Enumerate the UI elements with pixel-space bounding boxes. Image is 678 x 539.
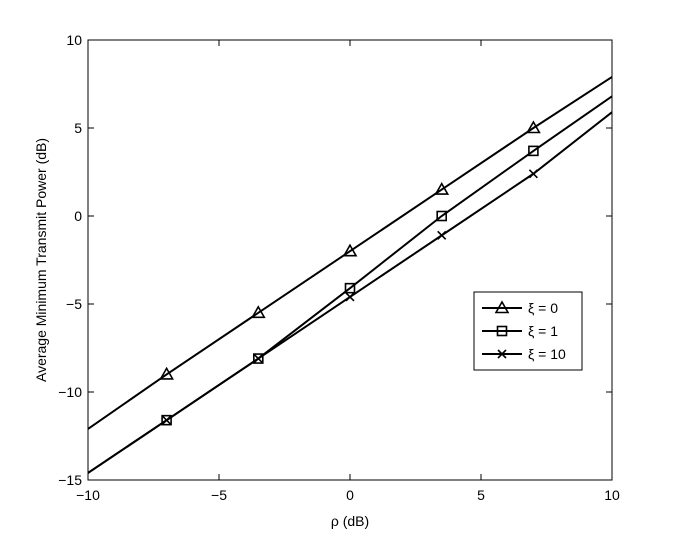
data-point-square-marker: [436, 210, 448, 222]
data-point-triangle-marker: [159, 366, 174, 380]
legend-label: ξ = 0: [528, 300, 558, 316]
legend-label: ξ = 1: [528, 323, 558, 339]
y-tick-label: 5: [74, 120, 82, 136]
data-point-triangle-marker: [250, 305, 266, 319]
plot-area: [88, 40, 612, 480]
legend: ξ = 0 ξ = 1 ξ = 10: [473, 291, 583, 371]
data-point-triangle-marker: [526, 120, 541, 134]
x-tick-label: 10: [604, 487, 620, 503]
y-tick-label: 10: [66, 32, 82, 48]
data-point-triangle-marker: [342, 243, 358, 257]
legend-item: ξ = 0: [482, 300, 558, 316]
legend-square-marker: [496, 325, 508, 337]
legend-item: ξ = 1: [482, 323, 558, 339]
data-point-square-marker: [528, 145, 539, 157]
legend-x-marker: [497, 349, 507, 359]
series-layer: [87, 76, 613, 474]
legend-triangle-marker: [494, 300, 510, 314]
data-point-x-marker: [345, 292, 355, 302]
data-point-square-marker: [344, 282, 356, 294]
y-tick-label: 0: [74, 208, 82, 224]
y-tick-label: −10: [58, 384, 82, 400]
legend-label: ξ = 10: [528, 346, 566, 362]
x-tick-label: −5: [211, 487, 227, 503]
data-point-square-marker: [161, 414, 172, 426]
data-point-x-marker: [162, 415, 172, 425]
data-point-triangle-marker: [434, 181, 450, 195]
data-point-x-marker: [253, 353, 263, 364]
x-tick-label: −10: [76, 487, 100, 503]
y-axis-label: Average Minimum Transmit Power (dB): [33, 138, 49, 382]
series-line-0: [87, 76, 613, 430]
data-point-square-marker: [253, 353, 264, 364]
x-axis-label: ρ (dB): [331, 513, 369, 529]
y-tick-label: −15: [58, 472, 82, 488]
y-tick-label: −5: [66, 296, 82, 312]
data-point-x-marker: [528, 169, 538, 179]
data-point-x-marker: [437, 230, 447, 240]
x-tick-label: 5: [477, 487, 485, 503]
legend-item: ξ = 10: [482, 346, 566, 362]
x-tick-label: 0: [346, 487, 354, 503]
